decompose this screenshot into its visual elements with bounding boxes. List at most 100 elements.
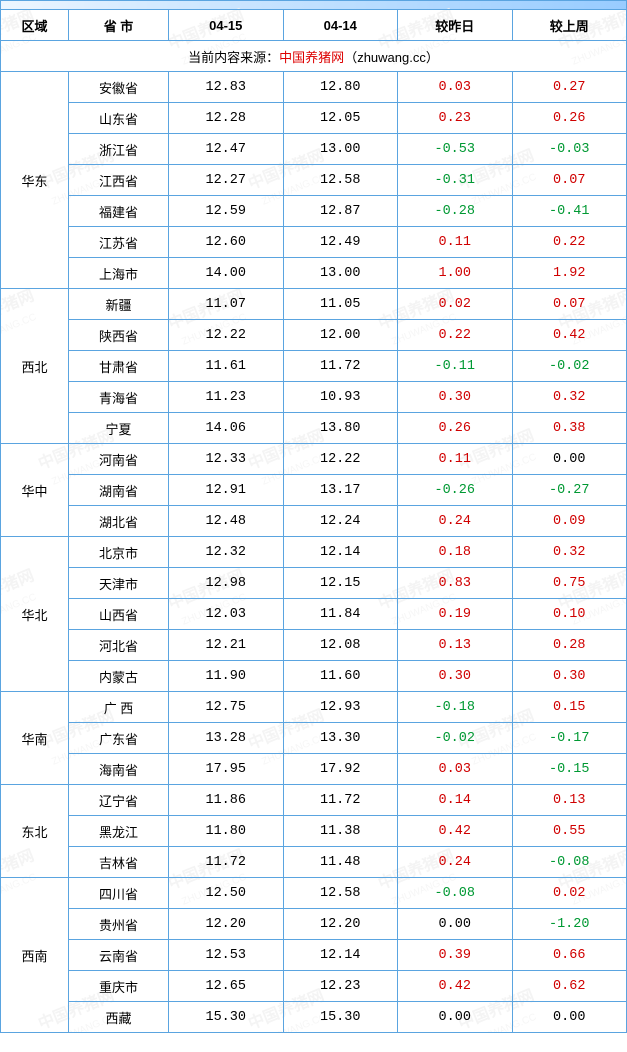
- delta-week: 0.09: [512, 506, 627, 537]
- province-cell: 山东省: [69, 103, 169, 134]
- delta-day: -0.18: [398, 692, 513, 723]
- value-d2: 12.80: [283, 72, 398, 103]
- province-cell: 河南省: [69, 444, 169, 475]
- province-cell: 内蒙古: [69, 661, 169, 692]
- table-body: 华东安徽省12.8312.800.030.27山东省12.2812.050.23…: [1, 72, 627, 1033]
- delta-day: 0.19: [398, 599, 513, 630]
- delta-day: 0.13: [398, 630, 513, 661]
- delta-week: -0.03: [512, 134, 627, 165]
- value-d1: 17.95: [169, 754, 284, 785]
- value-d2: 13.80: [283, 413, 398, 444]
- header-row: 区域 省 市 04-15 04-14 较昨日 较上周: [1, 10, 627, 41]
- delta-day: -0.31: [398, 165, 513, 196]
- region-cell: 华东: [1, 72, 69, 289]
- delta-day: 0.18: [398, 537, 513, 568]
- delta-day: -0.53: [398, 134, 513, 165]
- delta-day: 0.11: [398, 444, 513, 475]
- value-d1: 12.50: [169, 878, 284, 909]
- table-row: 上海市14.0013.001.001.92: [1, 258, 627, 289]
- province-cell: 青海省: [69, 382, 169, 413]
- value-d2: 12.87: [283, 196, 398, 227]
- delta-week: -0.15: [512, 754, 627, 785]
- source-cell: 当前内容来源：中国养猪网（zhuwang.cc）: [1, 41, 627, 72]
- province-cell: 吉林省: [69, 847, 169, 878]
- province-cell: 新疆: [69, 289, 169, 320]
- delta-week: 0.32: [512, 382, 627, 413]
- table-row: 西北新疆11.0711.050.020.07: [1, 289, 627, 320]
- value-d2: 11.38: [283, 816, 398, 847]
- price-table: 区域 省 市 04-15 04-14 较昨日 较上周 当前内容来源：中国养猪网（…: [0, 9, 627, 1033]
- delta-week: 0.32: [512, 537, 627, 568]
- table-row: 江西省12.2712.58-0.310.07: [1, 165, 627, 196]
- province-cell: 陕西省: [69, 320, 169, 351]
- delta-week: 0.38: [512, 413, 627, 444]
- delta-week: 0.27: [512, 72, 627, 103]
- delta-day: 0.11: [398, 227, 513, 258]
- table-row: 江苏省12.6012.490.110.22: [1, 227, 627, 258]
- province-cell: 天津市: [69, 568, 169, 599]
- province-cell: 广东省: [69, 723, 169, 754]
- value-d2: 12.93: [283, 692, 398, 723]
- delta-day: 0.03: [398, 754, 513, 785]
- province-cell: 湖南省: [69, 475, 169, 506]
- value-d1: 12.28: [169, 103, 284, 134]
- delta-day: 0.24: [398, 506, 513, 537]
- table-row: 山西省12.0311.840.190.10: [1, 599, 627, 630]
- delta-day: -0.28: [398, 196, 513, 227]
- value-d1: 12.33: [169, 444, 284, 475]
- province-cell: 宁夏: [69, 413, 169, 444]
- delta-week: 0.02: [512, 878, 627, 909]
- delta-week: 0.30: [512, 661, 627, 692]
- province-cell: 山西省: [69, 599, 169, 630]
- value-d2: 17.92: [283, 754, 398, 785]
- delta-week: 0.66: [512, 940, 627, 971]
- value-d1: 12.91: [169, 475, 284, 506]
- delta-week: -0.27: [512, 475, 627, 506]
- value-d1: 12.21: [169, 630, 284, 661]
- value-d1: 11.86: [169, 785, 284, 816]
- table-row: 山东省12.2812.050.230.26: [1, 103, 627, 134]
- delta-day: 0.39: [398, 940, 513, 971]
- province-cell: 云南省: [69, 940, 169, 971]
- value-d1: 12.47: [169, 134, 284, 165]
- delta-day: -0.11: [398, 351, 513, 382]
- value-d2: 11.48: [283, 847, 398, 878]
- delta-day: 0.03: [398, 72, 513, 103]
- province-cell: 福建省: [69, 196, 169, 227]
- value-d1: 11.72: [169, 847, 284, 878]
- table-row: 青海省11.2310.930.300.32: [1, 382, 627, 413]
- source-prefix: 当前内容来源：: [188, 50, 279, 65]
- value-d1: 11.61: [169, 351, 284, 382]
- delta-week: 0.13: [512, 785, 627, 816]
- province-cell: 重庆市: [69, 971, 169, 1002]
- delta-week: 1.92: [512, 258, 627, 289]
- province-cell: 浙江省: [69, 134, 169, 165]
- table-row: 吉林省11.7211.480.24-0.08: [1, 847, 627, 878]
- value-d1: 13.28: [169, 723, 284, 754]
- value-d1: 12.83: [169, 72, 284, 103]
- value-d2: 11.72: [283, 785, 398, 816]
- delta-week: -0.02: [512, 351, 627, 382]
- table-row: 华南广 西12.7512.93-0.180.15: [1, 692, 627, 723]
- table-row: 华东安徽省12.8312.800.030.27: [1, 72, 627, 103]
- table-row: 湖南省12.9113.17-0.26-0.27: [1, 475, 627, 506]
- delta-week: -0.41: [512, 196, 627, 227]
- value-d1: 11.90: [169, 661, 284, 692]
- delta-day: 0.22: [398, 320, 513, 351]
- delta-day: 0.26: [398, 413, 513, 444]
- delta-day: 0.23: [398, 103, 513, 134]
- table-row: 海南省17.9517.920.03-0.15: [1, 754, 627, 785]
- region-cell: 东北: [1, 785, 69, 878]
- value-d2: 12.23: [283, 971, 398, 1002]
- value-d1: 12.65: [169, 971, 284, 1002]
- province-cell: 河北省: [69, 630, 169, 661]
- table-row: 西藏15.3015.300.000.00: [1, 1002, 627, 1033]
- province-cell: 贵州省: [69, 909, 169, 940]
- table-row: 黑龙江11.8011.380.420.55: [1, 816, 627, 847]
- value-d1: 15.30: [169, 1002, 284, 1033]
- table-row: 广东省13.2813.30-0.02-0.17: [1, 723, 627, 754]
- value-d1: 14.00: [169, 258, 284, 289]
- province-cell: 安徽省: [69, 72, 169, 103]
- province-cell: 北京市: [69, 537, 169, 568]
- table-row: 贵州省12.2012.200.00-1.20: [1, 909, 627, 940]
